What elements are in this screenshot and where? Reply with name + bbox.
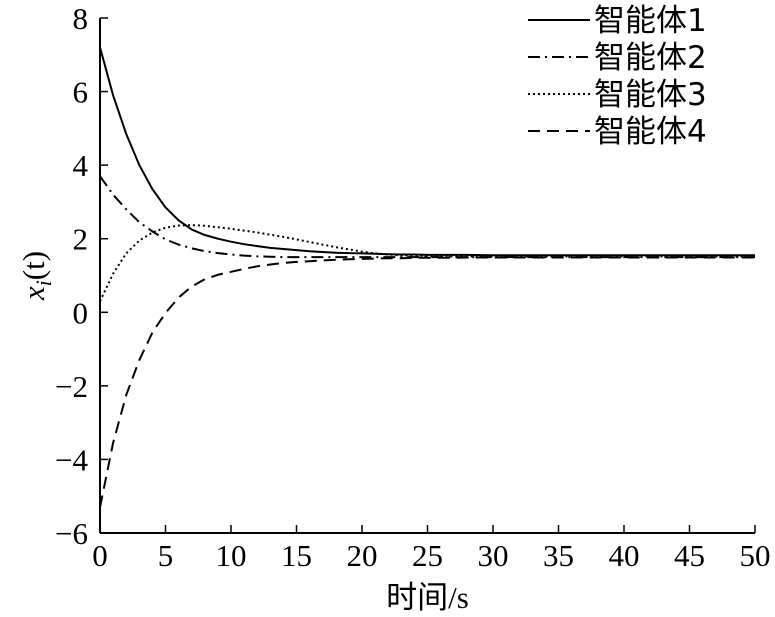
series-line-2 bbox=[99, 175, 755, 259]
y-tick-label: −2 bbox=[55, 369, 88, 404]
y-tick-label: 2 bbox=[73, 222, 89, 257]
y-tick-label: −4 bbox=[55, 442, 88, 477]
series-line-1 bbox=[99, 47, 755, 257]
x-tick-label: 30 bbox=[478, 538, 509, 573]
series-line-4 bbox=[99, 256, 755, 508]
x-tick-label: 40 bbox=[609, 538, 640, 573]
series-line-3 bbox=[99, 224, 755, 302]
legend-label-3: 智能体3 bbox=[594, 77, 707, 113]
x-axis-title: 时间/s bbox=[386, 580, 469, 615]
y-tick-label: −6 bbox=[55, 516, 88, 551]
x-tick-label: 35 bbox=[543, 538, 574, 573]
y-tick-label: 6 bbox=[73, 75, 89, 110]
y-tick-label: 8 bbox=[73, 1, 89, 36]
x-tick-label: 0 bbox=[92, 538, 108, 573]
x-tick-label: 5 bbox=[158, 538, 174, 573]
y-tick-label: 4 bbox=[73, 148, 89, 183]
legend-label-4: 智能体4 bbox=[594, 114, 707, 150]
x-tick-label: 10 bbox=[216, 538, 247, 573]
ticks: 0 5 10 15 20 25 30 35 40 45 50 −6 −4 −2 0 2 4 6 8 bbox=[55, 1, 770, 573]
y-axis-title-sub: i bbox=[31, 280, 56, 286]
x-tick-label: 50 bbox=[740, 538, 771, 573]
legend-label-1: 智能体1 bbox=[594, 3, 707, 39]
y-tick-label: 0 bbox=[73, 295, 89, 330]
x-tick-label: 20 bbox=[347, 538, 378, 573]
x-tick-label: 45 bbox=[674, 538, 705, 573]
x-tick-label: 15 bbox=[281, 538, 312, 573]
y-axis-title-suffix: (t) bbox=[16, 251, 51, 280]
y-axis-title-base: x bbox=[16, 286, 51, 301]
series-lines bbox=[99, 47, 755, 508]
y-axis-title: xi(t) bbox=[16, 251, 56, 301]
x-tick-label: 25 bbox=[412, 538, 443, 573]
legend-label-2: 智能体2 bbox=[594, 40, 707, 76]
